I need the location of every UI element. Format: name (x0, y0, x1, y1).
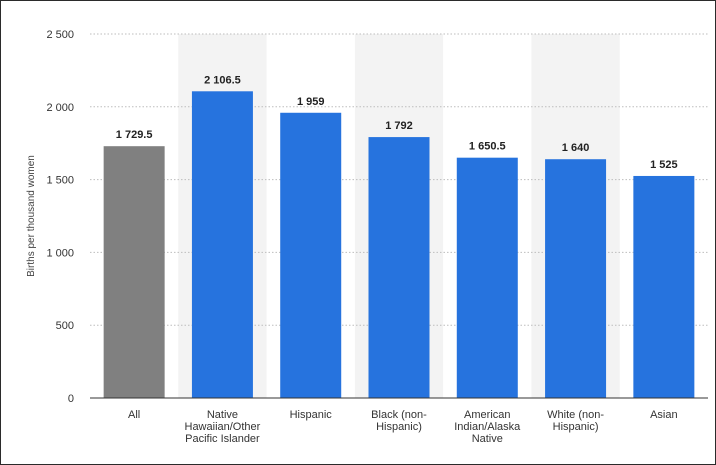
x-tick-label-line: Hawaiian/Other (185, 421, 261, 433)
data-label: 1 792 (385, 120, 413, 132)
data-label: 1 729.5 (116, 129, 153, 141)
bar (633, 175, 695, 398)
x-tick-label: American Indian/Alaska Native (454, 409, 521, 445)
data-label: 1 650.5 (469, 141, 506, 153)
y-tick-label: 1 500 (46, 175, 74, 187)
x-tick-label-line: American (464, 409, 510, 421)
y-tick-label: 1 000 (46, 247, 74, 259)
data-label: 1 525 (650, 159, 678, 171)
data-label: 1 959 (297, 96, 325, 108)
x-tick-label-line: Pacific Islander (185, 433, 260, 445)
y-tick-label: 2 500 (46, 29, 74, 41)
x-tick-label: Hispanic (290, 409, 333, 421)
bar (191, 91, 253, 398)
bar (280, 112, 342, 399)
x-tick-label-line: Hispanic) (553, 421, 599, 433)
y-axis-title: Births per thousand women (26, 155, 37, 277)
y-tick-label: 500 (56, 320, 74, 332)
bar (103, 146, 165, 398)
x-tick-label-line: Native (472, 433, 503, 445)
x-tick-label-line: Hispanic (290, 409, 333, 421)
x-tick-label-line: Hispanic) (376, 421, 422, 433)
x-tick-label: Native Hawaiian/Other Pacific Islander (185, 409, 261, 445)
x-tick-label-line: White (non- (547, 409, 604, 421)
x-tick-label: Black (non-Hispanic) (371, 409, 427, 433)
x-tick-label: All (128, 409, 140, 421)
bar (545, 159, 607, 398)
data-label: 1 640 (562, 142, 590, 154)
y-tick-label: 0 (68, 393, 74, 405)
bar (456, 157, 518, 398)
y-tick-label: 2 000 (46, 102, 74, 114)
x-tick-label-line: Asian (650, 409, 678, 421)
x-tick-label-line: Native (207, 409, 238, 421)
x-tick-label-line: Black (non- (371, 409, 427, 421)
x-tick-label: White (non-Hispanic) (547, 409, 604, 433)
data-label: 2 106.5 (204, 74, 241, 86)
bar (368, 137, 430, 399)
x-tick-label: Asian (650, 409, 678, 421)
x-tick-label-line: All (128, 409, 140, 421)
x-tick-label-line: Indian/Alaska (454, 421, 521, 433)
